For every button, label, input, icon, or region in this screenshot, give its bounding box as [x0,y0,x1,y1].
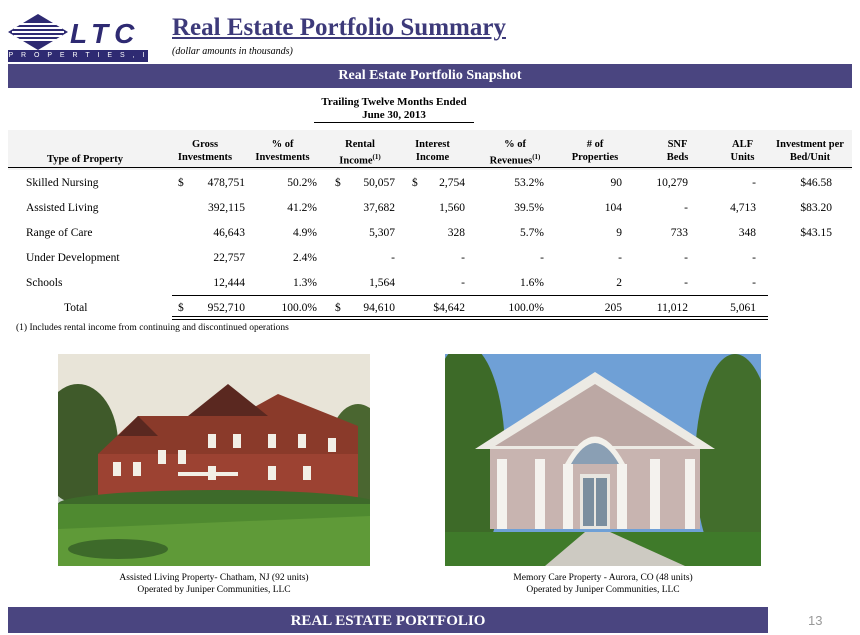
col-header-properties: # of Properties [571,139,619,163]
total-alf-units: 5,061 [730,302,756,314]
row-gross: 478,751 [207,177,245,189]
row-interest: 328 [447,227,465,239]
page-title: Real Estate Portfolio Summary [172,14,506,41]
row-snf-beds: 10,279 [656,177,688,189]
col-header-pct-revenues: % of Revenues(1) [489,139,541,167]
row-interest-dollar: $ [412,177,418,189]
row-pct-investments: 1.3% [293,277,317,289]
total-gross: 952,710 [207,302,245,314]
row-alf-units: 4,713 [730,202,756,214]
total-properties: 205 [604,302,622,314]
row-investment-per-bed: $43.15 [800,227,832,239]
row-rental: 5,307 [369,227,395,239]
total-pct-revenues: 100.0% [508,302,544,314]
row-alf-units: - [752,177,756,189]
row-rental: 37,682 [363,202,395,214]
memory-care-image [445,354,761,566]
row-alf-units: - [752,252,756,264]
row-pct-investments: 50.2% [287,177,317,189]
logo-diamond-icon [8,14,68,50]
col-header-gross: Gross Investments [177,139,233,163]
row-alf-units: 348 [738,227,756,239]
col-header-type: Type of Property [46,154,123,165]
row-pct-investments: 41.2% [287,202,317,214]
header-rule [8,167,852,168]
row-pct-revenues: 53.2% [514,177,544,189]
photo-memory-care [445,354,761,566]
row-properties: 2 [616,277,622,289]
period-underline [314,122,474,123]
logo-tagline: P R O P E R T I E S , I N C [8,50,148,71]
row-investment-per-bed: $83.20 [800,202,832,214]
total-rental-dollar: $ [335,302,341,314]
row-snf-beds: - [684,277,688,289]
row-gross-dollar: $ [178,177,184,189]
row-properties: 90 [610,177,623,189]
page-subtitle: (dollar amounts in thousands) [172,46,293,57]
col-header-pct-investments: % of Investments [255,139,310,163]
row-type: Range of Care [26,227,93,239]
row-type: Under Development [26,252,120,264]
row-interest: - [461,252,465,264]
col-header-interest-income: Interest Income [415,139,450,163]
row-interest: 2,754 [439,177,465,189]
row-gross: 12,444 [213,277,245,289]
row-alf-units: - [752,277,756,289]
row-rental: 50,057 [363,177,395,189]
row-type: Schools [26,277,63,289]
total-double-rule [172,316,768,320]
footnote: (1) Includes rental income from continui… [16,323,289,333]
col-header-rental-income: Rental Income(1) [339,139,381,167]
row-snf-beds: - [684,252,688,264]
row-type: Skilled Nursing [26,177,99,189]
total-rental: 94,610 [363,302,395,314]
row-rental: - [391,252,395,264]
col-header-investment-per-bed: Investment per Bed/Unit [776,139,844,163]
company-logo: LTC P R O P E R T I E S , I N C [8,14,148,71]
section-banner: Real Estate Portfolio Snapshot [8,64,852,88]
row-properties: 104 [604,202,622,214]
footer-section-label: REAL ESTATE PORTFOLIO [8,607,768,633]
row-rental-dollar: $ [335,177,341,189]
row-interest: - [461,277,465,289]
photo-assisted-living [58,354,370,566]
row-gross: 22,757 [213,252,245,264]
row-properties: 9 [616,227,622,239]
period-heading: Trailing Twelve Months Ended June 30, 20… [314,96,474,122]
row-pct-revenues: - [540,252,544,264]
col-header-snf-beds: SNF Beds [666,139,689,163]
col-header-alf-units: ALF Units [730,139,755,163]
building-image [58,354,370,566]
row-properties: - [618,252,622,264]
total-pct-investments: 100.0% [281,302,317,314]
row-rental: 1,564 [369,277,395,289]
row-gross: 46,643 [213,227,245,239]
table-header [8,130,852,170]
logo-wordmark: LTC [70,18,141,49]
photo-caption-assisted-living: Assisted Living Property- Chatham, NJ (9… [119,573,309,595]
page-number: 13 [808,613,823,628]
row-gross: 392,115 [208,202,245,214]
row-pct-investments: 4.9% [293,227,317,239]
row-snf-beds: 733 [670,227,688,239]
total-interest: $4,642 [433,302,465,314]
period-line1: Trailing Twelve Months Ended [321,96,467,108]
row-pct-revenues: 1.6% [520,277,544,289]
row-pct-investments: 2.4% [293,252,317,264]
total-snf-beds: 11,012 [656,302,688,314]
total-label: Total [64,302,88,314]
period-line2: June 30, 2013 [362,109,426,121]
row-pct-revenues: 39.5% [514,202,544,214]
row-interest: 1,560 [439,202,465,214]
photo-caption-memory-care: Memory Care Property - Aurora, CO (48 un… [513,573,693,595]
total-rule [172,295,768,296]
row-investment-per-bed: $46.58 [800,177,832,189]
total-gross-dollar: $ [178,302,184,314]
row-type: Assisted Living [26,202,99,214]
row-pct-revenues: 5.7% [520,227,544,239]
row-snf-beds: - [684,202,688,214]
